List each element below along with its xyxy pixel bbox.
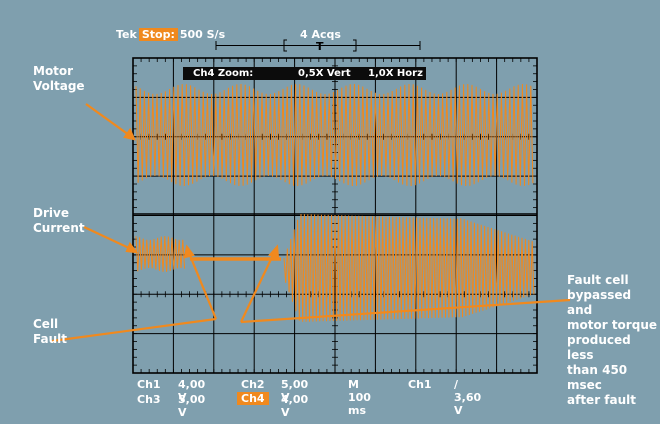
brand-label: Tek: [116, 28, 137, 41]
waveform-traces: [135, 83, 535, 322]
zoom-channel: Ch4 Zoom:: [193, 68, 254, 79]
drive-current-arrow: [83, 226, 132, 250]
ch3-scale: 5,00 V: [178, 393, 206, 419]
arrowhead-icon: [183, 244, 195, 259]
arrowhead-icon: [268, 244, 280, 260]
sample-rate: 500 S/s: [179, 28, 226, 41]
bypass-note: Fault cell bypassed and motor torque pro…: [567, 273, 657, 407]
ch4-scale: 4,00 V: [281, 393, 309, 419]
arrowhead-icon: [123, 127, 136, 141]
bypass-line: [240, 298, 571, 324]
trigger-position-marker[interactable]: T: [316, 40, 324, 53]
motor-voltage-label: Motor Voltage: [33, 64, 85, 93]
zoom-horizontal: 1,0X Horz: [368, 68, 423, 79]
status-header: Tek Stop: 500 S/s: [116, 28, 225, 41]
trigger-source[interactable]: Ch1: [408, 378, 432, 391]
ch2-label[interactable]: Ch2: [241, 378, 265, 391]
zoom-vertical: 0,5X Vert: [298, 68, 351, 79]
cell-fault-line: [51, 317, 217, 343]
acquisition-count: 4 Acqs: [300, 28, 341, 41]
arrowhead-icon: [125, 241, 139, 254]
run-stop-badge[interactable]: Stop:: [138, 28, 178, 41]
bypass-arrow: [240, 252, 275, 323]
drive-current-label: Drive Current: [33, 206, 85, 235]
timebase[interactable]: M 100 ms: [348, 378, 371, 417]
cell-fault-label: Cell Fault: [33, 317, 67, 346]
motor-voltage-arrow: [85, 103, 130, 136]
ch2-scale: 5,00 V: [281, 378, 309, 404]
zoom-banner: Ch4 Zoom: 0,5X Vert 1,0X Horz: [183, 67, 426, 80]
ch1-label[interactable]: Ch1: [137, 378, 161, 391]
trigger-level[interactable]: ∕ 3,60 V: [454, 378, 482, 417]
ch1-scale: 4,00 V: [178, 378, 206, 404]
ch4-label[interactable]: Ch4: [237, 392, 269, 405]
annotation-arrows: [51, 103, 571, 343]
cell-fault-arrow: [187, 252, 218, 320]
record-bracket: [215, 39, 421, 52]
ch3-label[interactable]: Ch3: [137, 393, 161, 406]
